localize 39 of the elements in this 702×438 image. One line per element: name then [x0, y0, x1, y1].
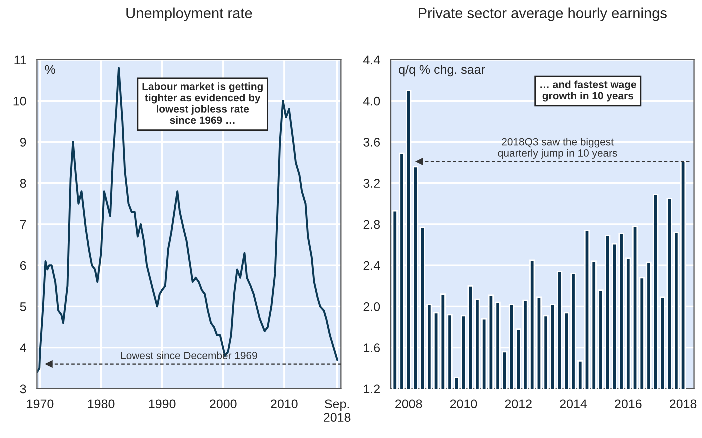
x-tick-label: 2012: [505, 400, 532, 409]
x-tick-label: 2014: [560, 400, 588, 409]
x-tick-label: 2016: [615, 400, 642, 409]
y-tick-label: 2.0: [364, 302, 380, 312]
chart-title: Private sector average hourly earnings: [419, 8, 667, 22]
y-tick-label: 1.6: [364, 344, 380, 352]
y-tick-label: 3.2: [364, 179, 380, 188]
ref-line-label: 2018Q3 saw the biggest quarterly jump in 10 years: [498, 138, 618, 159]
y-tick-label: 2.8: [364, 220, 380, 230]
x-tick-label: 1990: [149, 400, 176, 409]
y-tick-label: 3: [20, 384, 26, 394]
chart-title: Unemployment rate: [126, 8, 252, 22]
y-tick-label: 6: [20, 261, 26, 270]
y-tick-label: 9: [20, 138, 26, 147]
y-axis-title: %: [45, 65, 56, 74]
x-tick-label: 2010: [450, 400, 478, 409]
y-tick-label: 7: [20, 220, 26, 230]
x-tick-label: 2008: [396, 400, 422, 409]
x-tick-label: Sep. 2018: [324, 400, 351, 422]
line-series: [37, 67, 338, 374]
x-tick-label: 2000: [210, 400, 237, 409]
y-tick-label: 5: [20, 302, 26, 312]
y-tick-label: 4: [20, 344, 26, 352]
y-tick-label: 11: [14, 56, 26, 65]
annotation: … and fastest wage growth in 10 years: [540, 80, 636, 102]
x-tick-label: 2018: [670, 400, 697, 409]
y-axis-title: q/q % chg. saar: [399, 64, 486, 77]
x-tick-label: 1980: [88, 400, 115, 409]
y-tick-label: 8: [20, 179, 26, 188]
y-tick-label: 2.4: [364, 261, 380, 270]
y-tick-label: 3.6: [364, 138, 380, 147]
x-tick-label: 1970: [27, 400, 54, 409]
y-tick-label: 4.0: [364, 96, 380, 106]
y-tick-label: 10: [14, 96, 26, 106]
ref-line-label: Lowest since December 1969: [121, 352, 258, 360]
x-tick-label: 2010: [271, 400, 298, 409]
annotation: Labour market is getting tighter as evidenced by lowest jobless rate since 1969 …: [142, 82, 263, 124]
y-tick-label: 4.4: [364, 56, 380, 65]
y-tick-label: 1.2: [364, 384, 380, 394]
